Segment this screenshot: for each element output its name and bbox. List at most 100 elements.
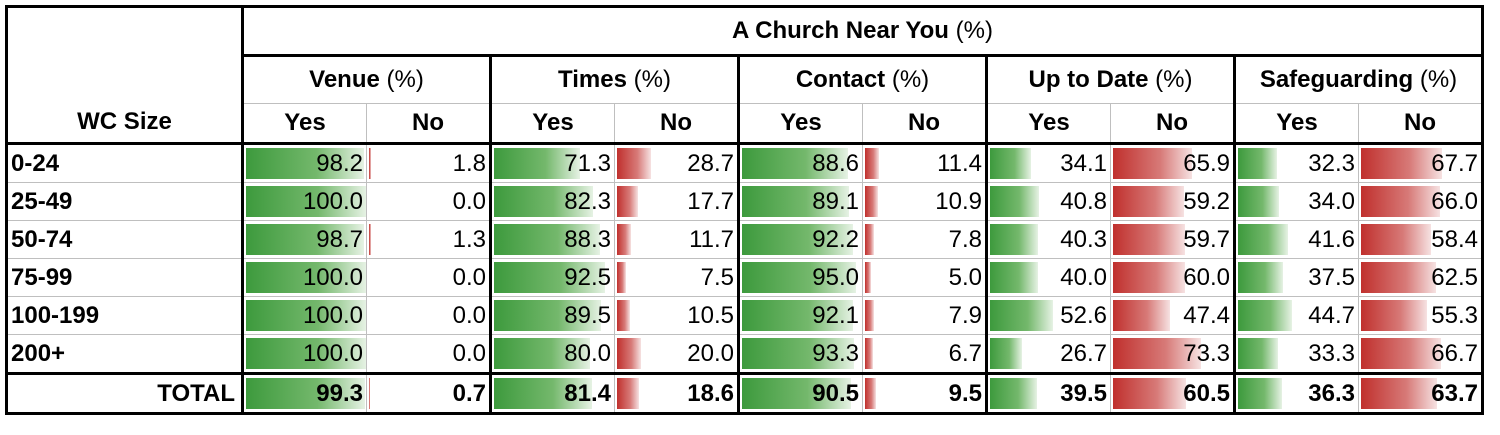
value-cell: 18.6 — [614, 372, 740, 415]
no-bar — [865, 262, 871, 293]
value-label: 44.7 — [1308, 302, 1355, 329]
value-label: 40.8 — [1060, 188, 1107, 215]
value-label: 20.0 — [687, 340, 734, 367]
value-cell: 39.5 — [985, 372, 1111, 415]
yes-bar — [246, 262, 366, 293]
value-cell: 100.0 — [241, 334, 367, 374]
no-bar — [1113, 224, 1185, 255]
value-cell: 40.3 — [985, 220, 1111, 259]
value-label: 5.0 — [948, 264, 982, 291]
yes-bar — [246, 300, 366, 331]
value-cell: 37.5 — [1233, 258, 1359, 297]
yes-bar — [742, 338, 854, 369]
value-cell: 5.0 — [862, 258, 988, 297]
yes-bar — [1238, 148, 1277, 179]
yes-bar — [246, 186, 366, 217]
value-cell: 55.3 — [1358, 296, 1484, 335]
subheader-yes: Yes — [737, 103, 863, 145]
value-cell: 100.0 — [241, 182, 367, 221]
table-row: 25-49 100.0 0.0 82.3 17.7 89.1 10.9 40.8 59.2 34.… — [5, 182, 1484, 221]
row-header: WC Size — [5, 5, 244, 145]
value-cell: 32.3 — [1233, 143, 1359, 183]
value-cell: 60.5 — [1110, 372, 1236, 415]
value-label: 1.8 — [452, 150, 486, 177]
value-cell: 99.3 — [241, 372, 367, 415]
value-label: 93.3 — [812, 340, 859, 367]
no-bar — [617, 148, 652, 179]
value-label: 47.4 — [1183, 302, 1230, 329]
value-cell: 59.7 — [1110, 220, 1236, 259]
value-label: 52.6 — [1060, 302, 1107, 329]
value-label: 88.3 — [564, 226, 611, 253]
value-cell: 17.7 — [614, 182, 740, 221]
value-cell: 10.5 — [614, 296, 740, 335]
value-label: 89.1 — [812, 188, 859, 215]
subheader-no: No — [366, 103, 492, 145]
yes-bar — [494, 148, 580, 179]
value-cell: 0.0 — [366, 258, 492, 297]
value-cell: 73.3 — [1110, 334, 1236, 374]
subheader-yes: Yes — [1233, 103, 1359, 145]
value-cell: 11.4 — [862, 143, 988, 183]
value-cell: 44.7 — [1233, 296, 1359, 335]
group-name: Times — [558, 66, 627, 93]
group-header-contact: Contact (%) — [737, 54, 988, 104]
value-cell: 7.8 — [862, 220, 988, 259]
group-name: Contact — [795, 66, 886, 93]
group-unit: (%) — [1148, 66, 1193, 93]
value-cell: 40.0 — [985, 258, 1111, 297]
yes-bar — [246, 224, 365, 255]
value-label: 60.0 — [1183, 264, 1230, 291]
subheader-no: No — [1110, 103, 1236, 145]
no-bar — [617, 224, 632, 255]
value-cell: 93.3 — [737, 334, 863, 374]
table-row: 75-99 100.0 0.0 92.5 7.5 95.0 5.0 40.0 60.0 37.5 6… — [5, 258, 1484, 297]
yes-bar — [990, 224, 1039, 255]
yes-bar — [494, 300, 602, 331]
subheader-no: No — [614, 103, 740, 145]
no-bar — [1361, 338, 1442, 369]
value-label: 95.0 — [812, 264, 859, 291]
row-header-label: WC Size — [77, 108, 172, 135]
table-row: 50-74 98.7 1.3 88.3 11.7 92.2 7.8 40.3 59.7 41.6 5… — [5, 220, 1484, 259]
yes-bar — [1238, 186, 1279, 217]
value-label: 0.0 — [452, 188, 486, 215]
value-cell: 65.9 — [1110, 143, 1236, 183]
no-bar — [1361, 186, 1441, 217]
value-cell: 47.4 — [1110, 296, 1236, 335]
yes-bar — [742, 224, 853, 255]
yes-bar — [1238, 300, 1292, 331]
value-cell: 89.5 — [489, 296, 615, 335]
value-cell: 9.5 — [862, 372, 988, 415]
value-cell: 40.8 — [985, 182, 1111, 221]
yes-bar — [1238, 378, 1282, 409]
group-unit: (%) — [626, 66, 671, 93]
no-bar — [1113, 300, 1170, 331]
yes-bar — [990, 148, 1031, 179]
no-bar — [617, 338, 641, 369]
subheader-yes: Yes — [985, 103, 1111, 145]
value-label: 28.7 — [687, 150, 734, 177]
total-row: TOTAL 99.3 0.7 81.4 18.6 90.5 9.5 39.5 60.5 36.3 6… — [5, 372, 1484, 415]
value-cell: 92.2 — [737, 220, 863, 259]
value-label: 33.3 — [1308, 340, 1355, 367]
value-label: 98.2 — [316, 150, 363, 177]
value-cell: 41.6 — [1233, 220, 1359, 259]
group-unit: (%) — [885, 66, 930, 93]
row-label: 0-24 — [5, 143, 244, 183]
row-label: 200+ — [5, 334, 244, 374]
row-label: 50-74 — [5, 220, 244, 259]
yes-bar — [494, 186, 593, 217]
value-cell: 62.5 — [1358, 258, 1484, 297]
value-label: 100.0 — [302, 264, 363, 291]
value-cell: 20.0 — [614, 334, 740, 374]
value-label: 90.5 — [812, 380, 859, 407]
value-label: 100.0 — [302, 302, 363, 329]
yes-bar — [1238, 338, 1278, 369]
group-name: Up to Date — [1028, 66, 1149, 93]
value-label: 0.7 — [452, 380, 486, 407]
value-label: 62.5 — [1431, 264, 1478, 291]
no-bar — [865, 300, 875, 331]
subheader-yes: Yes — [241, 103, 367, 145]
value-cell: 82.3 — [489, 182, 615, 221]
